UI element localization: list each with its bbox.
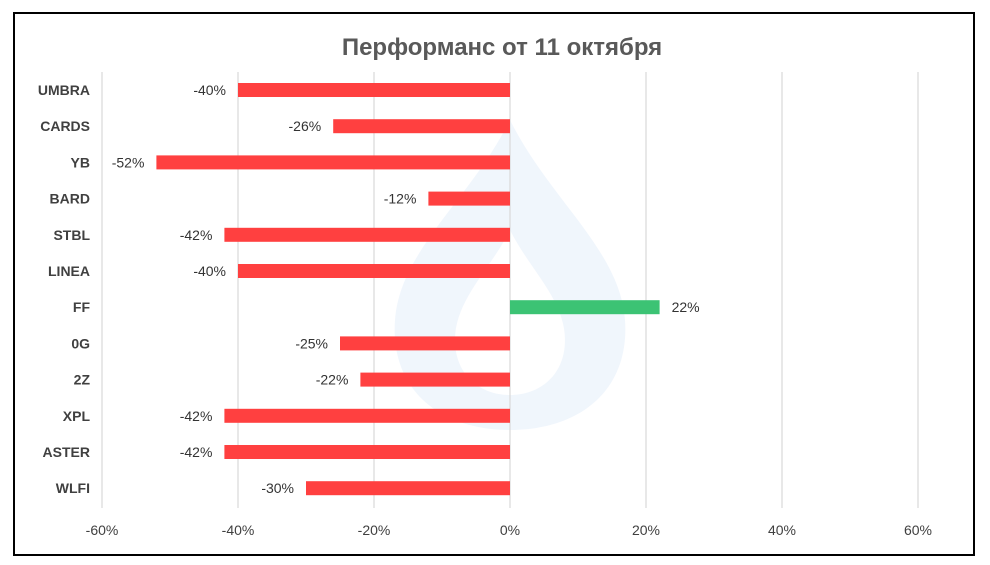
chart-frame [13, 12, 975, 556]
bar-0g [340, 336, 510, 351]
category-label-ff: FF [73, 299, 91, 315]
bar-yb [156, 155, 510, 170]
category-label-wlfi: WLFI [56, 480, 90, 496]
bar-aster [224, 445, 510, 459]
x-tick-label--20-: -20% [358, 522, 391, 538]
data-label-2z: -22% [316, 372, 349, 388]
category-label-2z: 2Z [74, 372, 91, 388]
data-label-0g: -25% [295, 335, 328, 351]
data-label-yb: -52% [112, 154, 145, 170]
category-label-bard: BARD [50, 191, 90, 207]
chart-title: Перформанс от 11 октября [342, 34, 662, 61]
data-label-xpl: -42% [180, 408, 213, 424]
x-tick-label-40-: 40% [768, 522, 796, 538]
category-label-aster: ASTER [43, 444, 90, 460]
category-label-xpl: XPL [63, 408, 91, 424]
data-label-linea: -40% [193, 263, 226, 279]
bar-wlfi [306, 481, 510, 496]
bars [156, 83, 660, 496]
category-label-stbl: STBL [53, 227, 90, 243]
data-labels: -40% -26% -52% -12% -42% -40% 22% -25% -22% -42% -… [112, 82, 700, 496]
x-tick-label-20-: 20% [632, 522, 660, 538]
bar-stbl [224, 227, 510, 242]
category-label-0g: 0G [71, 335, 90, 351]
x-tick-label--40-: -40% [222, 522, 255, 538]
data-label-cards: -26% [289, 118, 322, 134]
x-tick-label-0-: 0% [500, 522, 520, 538]
data-label-bard: -12% [384, 191, 417, 207]
data-label-umbra: -40% [193, 82, 226, 98]
data-label-wlfi: -30% [261, 480, 294, 496]
x-axis-ticks: -60% -40% -20% 0% 20% 40% 60% [86, 522, 932, 538]
category-label-yb: YB [71, 154, 90, 170]
category-labels: UMBRA CARDS YB BARD STBL LINEA FF 0G 2Z XPL ASTER W… [38, 82, 91, 496]
bar-cards [333, 119, 510, 134]
bar-ff [510, 300, 660, 315]
data-label-ff: 22% [672, 299, 700, 315]
x-tick-label--60-: -60% [86, 522, 119, 538]
bar-2z [360, 372, 510, 387]
bar-linea [238, 264, 510, 278]
category-label-cards: CARDS [40, 118, 90, 134]
bar-xpl [224, 408, 510, 423]
category-label-umbra: UMBRA [38, 82, 90, 98]
data-label-stbl: -42% [180, 227, 213, 243]
data-label-aster: -42% [180, 444, 213, 460]
bar-bard [428, 191, 510, 206]
gridlines [101, 72, 919, 508]
bar-umbra [238, 83, 510, 97]
x-tick-label-60-: 60% [904, 522, 932, 538]
category-label-linea: LINEA [48, 263, 90, 279]
